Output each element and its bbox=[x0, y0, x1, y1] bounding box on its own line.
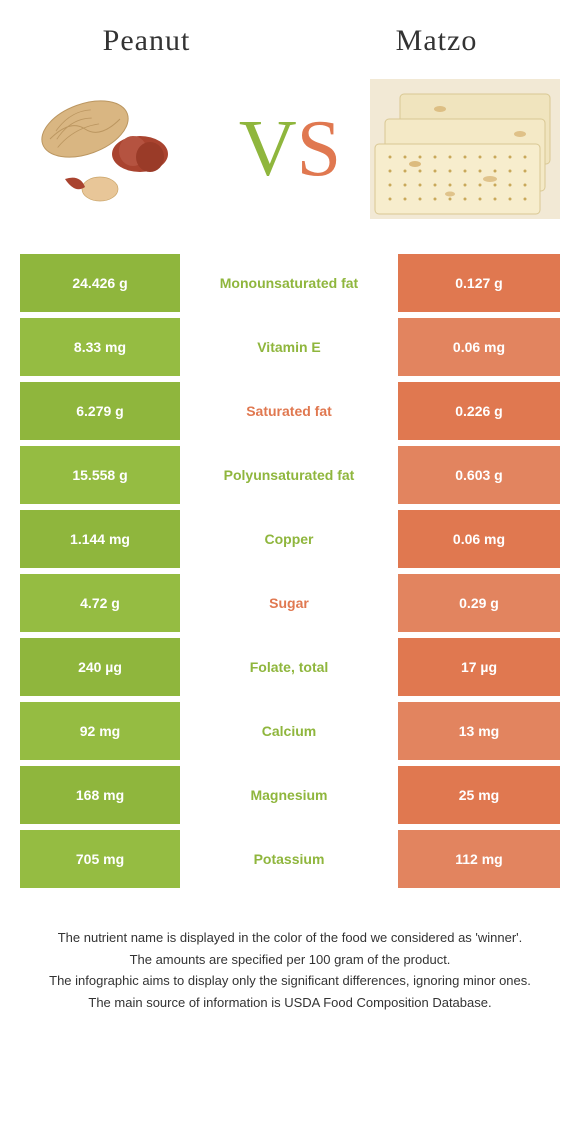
table-row: 1.144 mgCopper0.06 mg bbox=[20, 510, 560, 568]
left-value: 6.279 g bbox=[20, 382, 180, 440]
table-row: 240 µgFolate, total17 µg bbox=[20, 638, 560, 696]
nutrient-label: Vitamin E bbox=[180, 318, 398, 376]
nutrient-label: Magnesium bbox=[180, 766, 398, 824]
table-row: 168 mgMagnesium25 mg bbox=[20, 766, 560, 824]
nutrient-label: Copper bbox=[180, 510, 398, 568]
left-value: 705 mg bbox=[20, 830, 180, 888]
left-value: 8.33 mg bbox=[20, 318, 180, 376]
vs-label: VS bbox=[239, 104, 341, 195]
table-row: 4.72 gSugar0.29 g bbox=[20, 574, 560, 632]
footer-line-4: The main source of information is USDA F… bbox=[40, 993, 540, 1013]
right-value: 13 mg bbox=[398, 702, 560, 760]
left-value: 24.426 g bbox=[20, 254, 180, 312]
table-row: 8.33 mgVitamin E0.06 mg bbox=[20, 318, 560, 376]
vs-v: V bbox=[239, 104, 297, 195]
nutrient-label: Polyunsaturated fat bbox=[180, 446, 398, 504]
nutrient-label: Calcium bbox=[180, 702, 398, 760]
right-value: 17 µg bbox=[398, 638, 560, 696]
left-value: 15.558 g bbox=[20, 446, 180, 504]
footer-line-2: The amounts are specified per 100 gram o… bbox=[40, 950, 540, 970]
footer-line-1: The nutrient name is displayed in the co… bbox=[40, 928, 540, 948]
right-value: 0.29 g bbox=[398, 574, 560, 632]
right-value: 112 mg bbox=[398, 830, 560, 888]
left-value: 1.144 mg bbox=[20, 510, 180, 568]
right-value: 0.226 g bbox=[398, 382, 560, 440]
left-value: 240 µg bbox=[20, 638, 180, 696]
table-row: 15.558 gPolyunsaturated fat0.603 g bbox=[20, 446, 560, 504]
footer-line-3: The infographic aims to display only the… bbox=[40, 971, 540, 991]
nutrient-label: Monounsaturated fat bbox=[180, 254, 398, 312]
vs-s: S bbox=[297, 104, 342, 195]
right-value: 0.127 g bbox=[398, 254, 560, 312]
header: Peanut Matzo bbox=[0, 0, 580, 74]
table-row: 24.426 gMonounsaturated fat0.127 g bbox=[20, 254, 560, 312]
right-value: 0.06 mg bbox=[398, 318, 560, 376]
footer: The nutrient name is displayed in the co… bbox=[40, 928, 540, 1012]
right-value: 0.603 g bbox=[398, 446, 560, 504]
peanut-image bbox=[20, 74, 210, 224]
table-row: 705 mgPotassium112 mg bbox=[20, 830, 560, 888]
right-value: 25 mg bbox=[398, 766, 560, 824]
right-food-title: Matzo bbox=[396, 24, 478, 58]
nutrient-label: Folate, total bbox=[180, 638, 398, 696]
left-value: 92 mg bbox=[20, 702, 180, 760]
nutrient-label: Potassium bbox=[180, 830, 398, 888]
nutrient-label: Saturated fat bbox=[180, 382, 398, 440]
left-food-title: Peanut bbox=[103, 24, 191, 58]
comparison-table: 24.426 gMonounsaturated fat0.127 g 8.33 m… bbox=[20, 254, 560, 888]
right-value: 0.06 mg bbox=[398, 510, 560, 568]
hero: VS bbox=[0, 74, 580, 224]
nutrient-label: Sugar bbox=[180, 574, 398, 632]
matzo-image bbox=[370, 74, 560, 224]
table-row: 92 mgCalcium13 mg bbox=[20, 702, 560, 760]
table-row: 6.279 gSaturated fat0.226 g bbox=[20, 382, 560, 440]
left-value: 168 mg bbox=[20, 766, 180, 824]
left-value: 4.72 g bbox=[20, 574, 180, 632]
